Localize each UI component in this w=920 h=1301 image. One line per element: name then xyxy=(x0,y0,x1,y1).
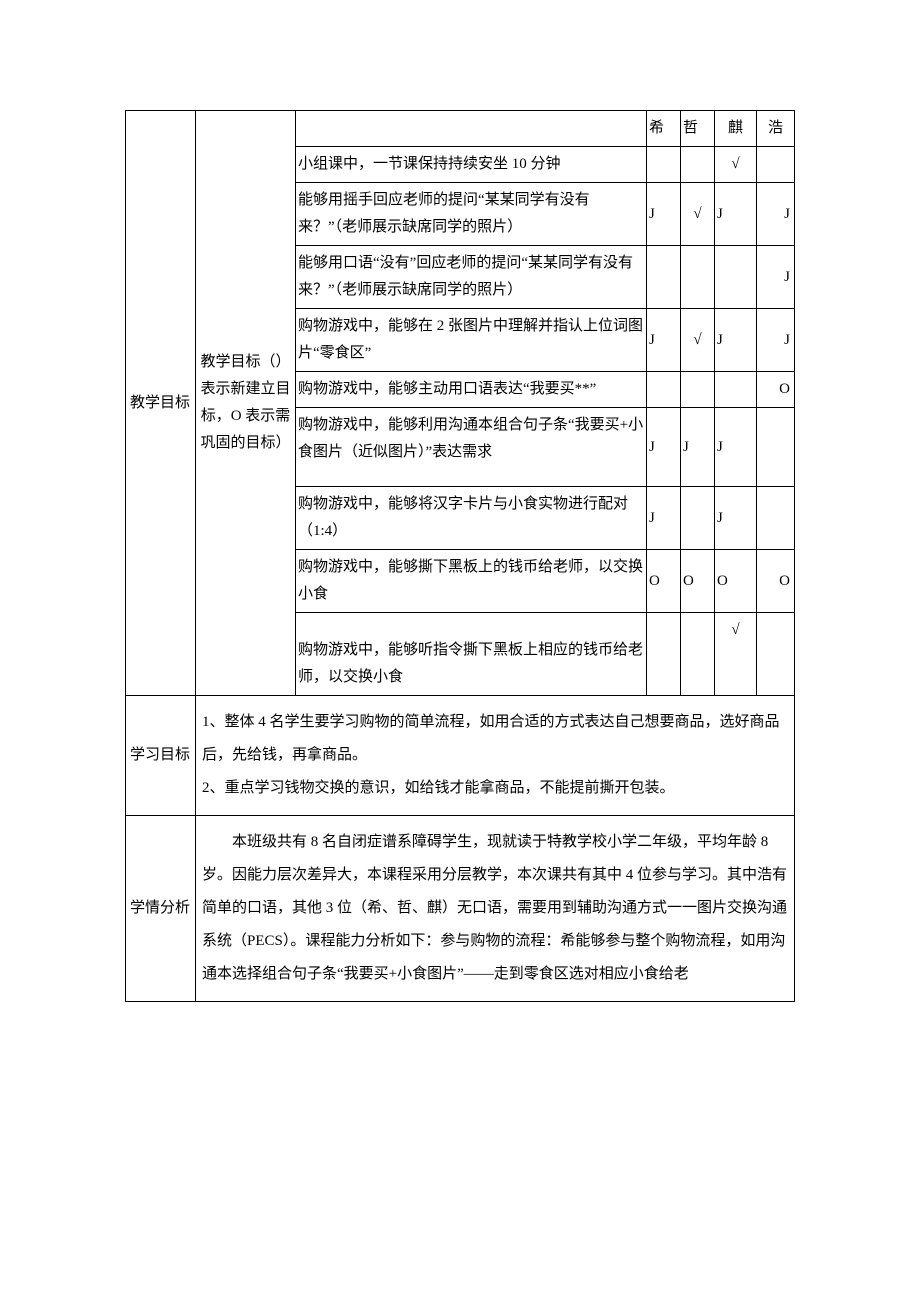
mark-cell: J xyxy=(715,309,757,372)
objective-desc: 购物游戏中，能够利用沟通本组合句子条“我要买+小食图片（近似图片）”表达需求 xyxy=(296,408,647,487)
mark-cell: J xyxy=(757,309,795,372)
header-blank xyxy=(296,111,647,147)
mark-cell xyxy=(681,372,715,408)
section-label: 教学目标 xyxy=(126,111,196,696)
objective-desc: 购物游戏中，能够听指令撕下黑板上相应的钱币给老师，以交换小食 xyxy=(296,613,647,696)
objective-desc: 购物游戏中，能够在 2 张图片中理解并指认上位词图片“零食区” xyxy=(296,309,647,372)
mark-cell: √ xyxy=(681,309,715,372)
mark-cell xyxy=(681,613,715,696)
mark-cell xyxy=(757,487,795,550)
mark-cell xyxy=(681,487,715,550)
mark-cell xyxy=(647,613,681,696)
mark-cell: J xyxy=(715,487,757,550)
student-header: 麒 xyxy=(715,111,757,147)
mark-cell: √ xyxy=(715,147,757,183)
lesson-plan-table: 教学目标 教学目标（）表示新建立目标，O 表示需巩固的目标） 希 哲 麒 浩 小… xyxy=(125,110,795,1002)
mark-cell xyxy=(647,372,681,408)
mark-cell: O xyxy=(647,550,681,613)
mark-cell: O xyxy=(681,550,715,613)
mark-cell xyxy=(757,613,795,696)
objective-desc: 购物游戏中，能够主动用口语表达“我要买**” xyxy=(296,372,647,408)
mark-cell: J xyxy=(647,309,681,372)
student-analysis-text: 本班级共有 8 名自闭症谱系障碍学生，现就读于特教学校小学二年级，平均年龄 8 … xyxy=(196,816,795,1002)
mark-cell: J xyxy=(681,408,715,487)
mark-cell: J xyxy=(715,408,757,487)
mark-cell: O xyxy=(757,372,795,408)
mark-cell: J xyxy=(715,183,757,246)
objective-desc: 购物游戏中，能够撕下黑板上的钱币给老师，以交换小食 xyxy=(296,550,647,613)
learning-objective-line: 1、整体 4 名学生要学习购物的简单流程，如用合适的方式表达自己想要商品，选好商… xyxy=(202,706,788,772)
mark-cell: O xyxy=(757,550,795,613)
mark-cell: O xyxy=(715,550,757,613)
section-label: 学情分析 xyxy=(126,816,196,1002)
mark-cell: √ xyxy=(681,183,715,246)
student-header: 哲 xyxy=(681,111,715,147)
mark-cell xyxy=(681,147,715,183)
student-header: 希 xyxy=(647,111,681,147)
mark-cell: J xyxy=(647,183,681,246)
table-row: 学情分析 本班级共有 8 名自闭症谱系障碍学生，现就读于特教学校小学二年级，平均… xyxy=(126,816,795,1002)
mark-cell: J xyxy=(647,408,681,487)
table-row: 教学目标 教学目标（）表示新建立目标，O 表示需巩固的目标） 希 哲 麒 浩 xyxy=(126,111,795,147)
objective-desc: 能够用摇手回应老师的提问“某某同学有没有来？”（老师展示缺席同学的照片） xyxy=(296,183,647,246)
mark-cell xyxy=(681,246,715,309)
section-sublabel: 教学目标（）表示新建立目标，O 表示需巩固的目标） xyxy=(196,111,296,696)
section-label: 学习目标 xyxy=(126,696,196,816)
mark-cell xyxy=(647,147,681,183)
learning-objective-line: 2、重点学习钱物交换的意识，如给钱才能拿商品，不能提前撕开包装。 xyxy=(202,772,788,805)
mark-cell: J xyxy=(757,246,795,309)
analysis-paragraph: 本班级共有 8 名自闭症谱系障碍学生，现就读于特教学校小学二年级，平均年龄 8 … xyxy=(202,826,788,991)
mark-cell xyxy=(647,246,681,309)
mark-cell xyxy=(715,246,757,309)
mark-cell: √ xyxy=(715,613,757,696)
mark-cell xyxy=(757,147,795,183)
table-row: 学习目标 1、整体 4 名学生要学习购物的简单流程，如用合适的方式表达自己想要商… xyxy=(126,696,795,816)
learning-objective-text: 1、整体 4 名学生要学习购物的简单流程，如用合适的方式表达自己想要商品，选好商… xyxy=(196,696,795,816)
mark-cell xyxy=(757,408,795,487)
mark-cell xyxy=(715,372,757,408)
objective-desc: 能够用口语“没有”回应老师的提问“某某同学有没有来？”（老师展示缺席同学的照片） xyxy=(296,246,647,309)
objective-desc: 购物游戏中，能够将汉字卡片与小食实物进行配对（1:4） xyxy=(296,487,647,550)
student-header: 浩 xyxy=(757,111,795,147)
mark-cell: J xyxy=(647,487,681,550)
document-page: 教学目标 教学目标（）表示新建立目标，O 表示需巩固的目标） 希 哲 麒 浩 小… xyxy=(0,0,920,1042)
mark-cell: J xyxy=(757,183,795,246)
objective-desc: 小组课中，一节课保持持续安坐 10 分钟 xyxy=(296,147,647,183)
